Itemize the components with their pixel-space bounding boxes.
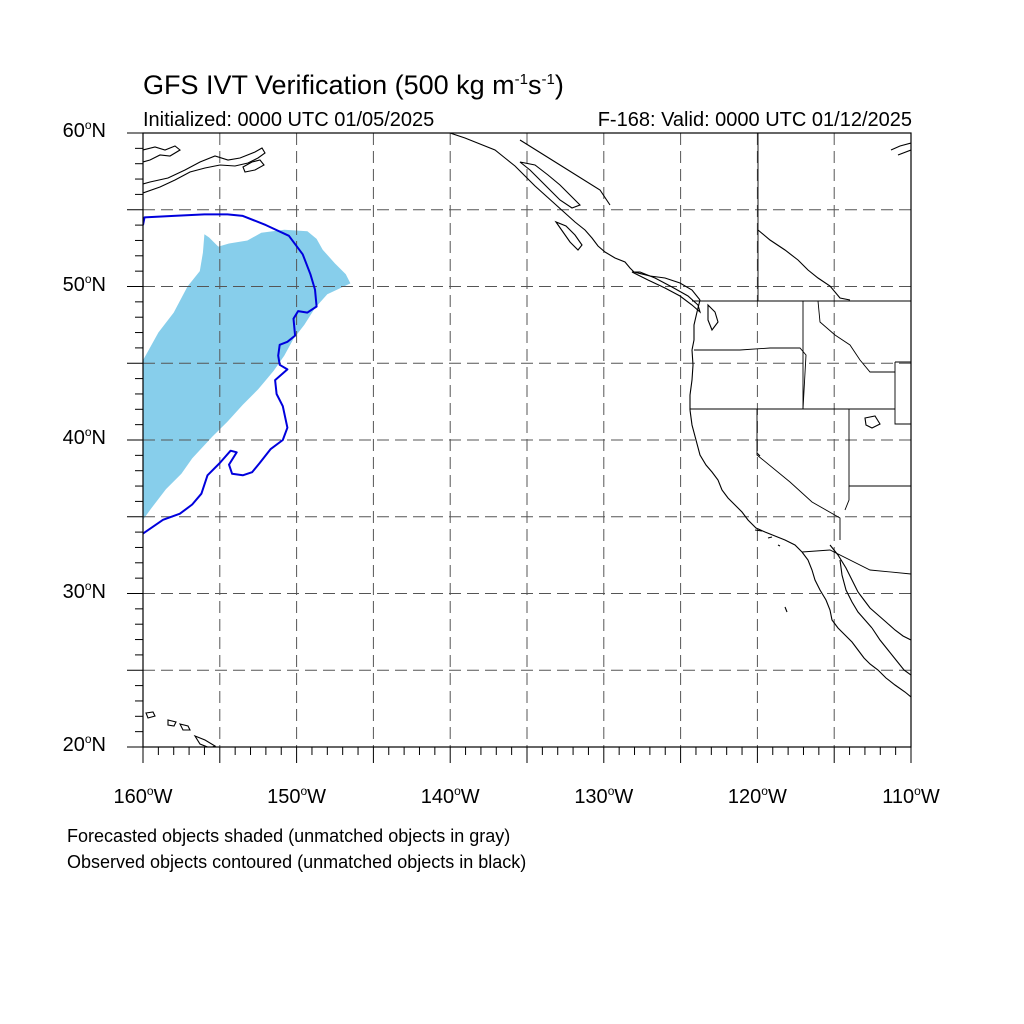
lon-label: 130oW xyxy=(574,784,634,808)
lon-label: 110oW xyxy=(882,784,940,808)
montana-border xyxy=(894,361,911,425)
canada-interior-river xyxy=(757,229,851,301)
haida-gwaii xyxy=(554,220,583,251)
baja-california-west xyxy=(801,551,911,698)
washington-coast xyxy=(691,299,701,351)
map-frame xyxy=(142,132,912,748)
us-mexico-border xyxy=(801,549,911,575)
mexico-mainland-coast xyxy=(871,627,911,676)
lon-label: 150oW xyxy=(267,784,327,808)
observed-footnote: Observed objects contoured (unmatched ob… xyxy=(67,852,527,872)
washington-oregon-border xyxy=(694,347,807,410)
valid-time: F-168: Valid: 0000 UTC 01/12/2025 xyxy=(597,109,912,131)
channel-islands xyxy=(754,529,781,547)
puget-sound xyxy=(707,303,719,332)
observed-ivt-contour xyxy=(143,213,318,535)
lat-label: 50oN xyxy=(62,271,106,296)
lat-label: 60oN xyxy=(62,118,106,142)
lat-label: 30oN xyxy=(62,578,106,603)
hudson-region-coast xyxy=(890,142,911,156)
initialized-time: Initialized: 0000 UTC 01/05/2025 xyxy=(143,109,435,131)
hawaii-oahu xyxy=(167,719,177,727)
coastlines-and-borders xyxy=(143,133,911,747)
map-title: GFS IVT Verification (500 kg m-1s-1) xyxy=(143,70,564,100)
kodiak-island xyxy=(242,159,265,173)
forecast-ivt-object xyxy=(143,229,351,520)
hawaii-kauai xyxy=(145,711,156,719)
oregon-coast xyxy=(689,349,694,410)
alaska-peninsula-coastline xyxy=(143,147,266,194)
forecast-object-layer xyxy=(143,229,351,520)
lake-tahoe xyxy=(756,452,761,457)
forecast-footnote: Forecasted objects shaded (unmatched obj… xyxy=(67,826,511,846)
california-coast xyxy=(689,409,803,553)
lat-label: 20oN xyxy=(62,732,106,756)
alaska-coast-upper xyxy=(143,145,181,163)
lon-label: 160oW xyxy=(113,784,173,808)
canada-province-border-2 xyxy=(817,300,895,373)
nevada-california-border xyxy=(756,409,841,540)
guadalupe-island xyxy=(784,606,788,613)
graticule xyxy=(143,133,911,747)
gulf-of-california xyxy=(829,544,911,641)
observed-object-layer xyxy=(143,213,318,535)
axis-ticks xyxy=(127,132,912,763)
hawaii-island-main xyxy=(193,734,217,747)
baja-inner-coast xyxy=(839,559,873,629)
hawaii-maui xyxy=(178,723,191,731)
great-salt-lake xyxy=(864,415,881,429)
lon-label: 140oW xyxy=(420,784,480,808)
bc-islands xyxy=(519,161,581,209)
canada-interior-border xyxy=(519,139,611,206)
lon-label: 120oW xyxy=(727,784,787,808)
arizona-border xyxy=(844,486,850,511)
lat-label: 40oN xyxy=(62,425,106,449)
vancouver-island xyxy=(631,271,702,314)
